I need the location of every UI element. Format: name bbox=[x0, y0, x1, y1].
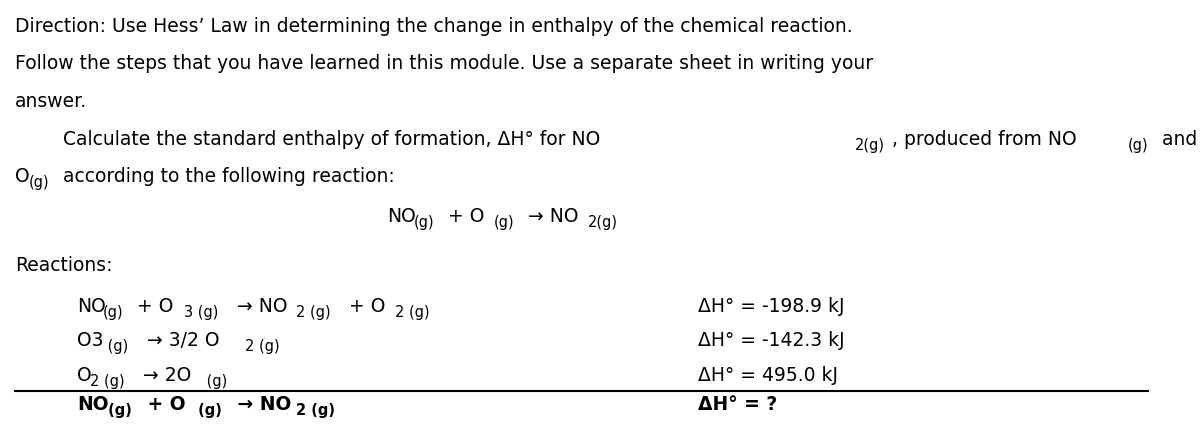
Text: O: O bbox=[77, 366, 91, 385]
Text: 2 (g): 2 (g) bbox=[296, 305, 331, 320]
Text: + O: + O bbox=[140, 396, 185, 414]
Text: 2 (g): 2 (g) bbox=[396, 305, 430, 320]
Text: NO: NO bbox=[77, 396, 108, 414]
Text: O3: O3 bbox=[77, 332, 103, 351]
Text: (g): (g) bbox=[413, 214, 434, 230]
Text: 2 (g): 2 (g) bbox=[90, 374, 125, 389]
Text: (g): (g) bbox=[203, 374, 228, 389]
Text: → 3/2 O: → 3/2 O bbox=[140, 332, 220, 351]
Text: → 2O: → 2O bbox=[137, 366, 191, 385]
Text: 2 (g): 2 (g) bbox=[246, 340, 280, 355]
Text: (g): (g) bbox=[103, 403, 132, 418]
Text: + O: + O bbox=[442, 206, 484, 226]
Text: → NO: → NO bbox=[230, 297, 287, 316]
Text: answer.: answer. bbox=[16, 92, 88, 111]
Text: O: O bbox=[16, 167, 30, 186]
Text: (g): (g) bbox=[494, 214, 515, 230]
Text: (g): (g) bbox=[29, 175, 49, 190]
Text: Calculate the standard enthalpy of formation, ΔH° for NO: Calculate the standard enthalpy of forma… bbox=[16, 129, 600, 149]
Text: Direction: Use Hess’ Law in determining the change in enthalpy of the chemical r: Direction: Use Hess’ Law in determining … bbox=[16, 17, 853, 36]
Text: ΔH° = -198.9 kJ: ΔH° = -198.9 kJ bbox=[697, 297, 844, 316]
Text: Reactions:: Reactions: bbox=[16, 255, 113, 275]
Text: NO: NO bbox=[388, 206, 416, 226]
Text: 2(g): 2(g) bbox=[854, 138, 884, 153]
Text: + O: + O bbox=[343, 297, 385, 316]
Text: (g): (g) bbox=[193, 403, 222, 418]
Text: ΔH° = ?: ΔH° = ? bbox=[697, 396, 776, 414]
Text: (g): (g) bbox=[103, 305, 124, 320]
Text: → NO: → NO bbox=[230, 396, 290, 414]
Text: ΔH° = -142.3 kJ: ΔH° = -142.3 kJ bbox=[697, 332, 845, 351]
Text: Follow the steps that you have learned in this module. Use a separate sheet in w: Follow the steps that you have learned i… bbox=[16, 54, 874, 73]
Text: , produced from NO: , produced from NO bbox=[892, 129, 1076, 149]
Text: (g): (g) bbox=[103, 340, 128, 355]
Text: 2 (g): 2 (g) bbox=[296, 403, 335, 418]
Text: ΔH° = 495.0 kJ: ΔH° = 495.0 kJ bbox=[697, 366, 838, 385]
Text: and: and bbox=[1157, 129, 1198, 149]
Text: 3 (g): 3 (g) bbox=[184, 305, 218, 320]
Text: + O: + O bbox=[131, 297, 174, 316]
Text: (g): (g) bbox=[1128, 138, 1148, 153]
Text: 2(g): 2(g) bbox=[588, 214, 618, 230]
Text: → NO: → NO bbox=[522, 206, 578, 226]
Text: NO: NO bbox=[77, 297, 106, 316]
Text: according to the following reaction:: according to the following reaction: bbox=[56, 167, 395, 186]
